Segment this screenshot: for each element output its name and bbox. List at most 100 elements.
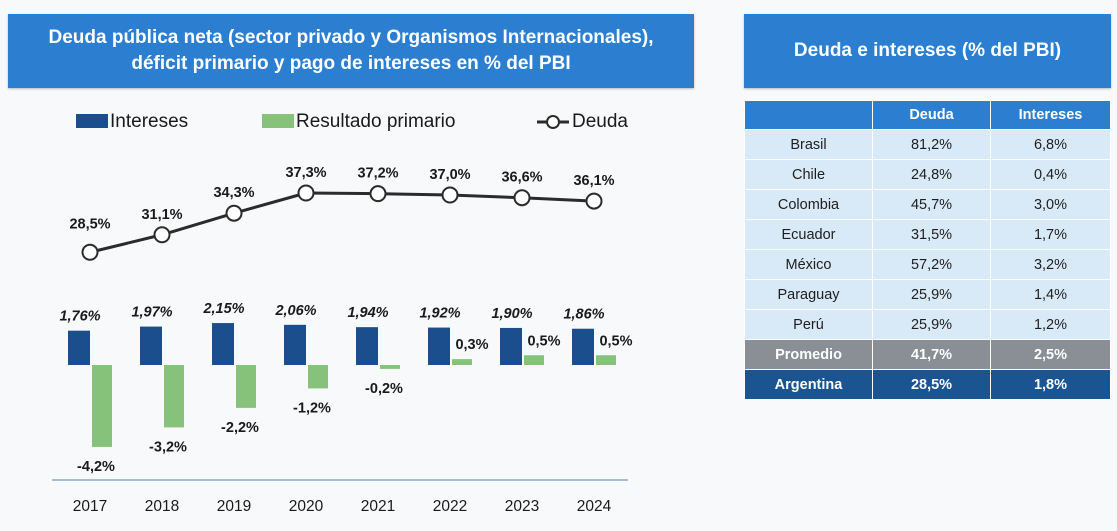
deuda-cell: 81,2% bbox=[872, 129, 991, 160]
resultado-label: -0,2% bbox=[365, 381, 403, 397]
argentina-label: Argentina bbox=[744, 369, 873, 400]
table-row: Chile 24,8% 0,4% bbox=[744, 159, 1111, 190]
resultado-label: -1,2% bbox=[293, 400, 331, 416]
resultado-bar bbox=[236, 365, 256, 408]
resultado-bar bbox=[92, 365, 112, 447]
legend-deuda-marker bbox=[546, 115, 560, 129]
country-cell: Colombia bbox=[744, 189, 873, 220]
intereses-cell: 3,2% bbox=[990, 249, 1111, 280]
resultado-label: -4,2% bbox=[77, 459, 115, 475]
intereses-bar bbox=[212, 323, 234, 365]
resultado-bar bbox=[596, 355, 616, 365]
average-label: Promedio bbox=[744, 339, 873, 370]
x-tick-label: 2024 bbox=[577, 498, 612, 515]
resultado-label: 0,3% bbox=[455, 337, 488, 353]
deuda-point bbox=[81, 243, 99, 261]
country-cell: Perú bbox=[744, 309, 873, 340]
chart-title-line-2: déficit primario y pago de intereses en … bbox=[131, 53, 571, 74]
table-row-argentina: Argentina 28,5% 1,8% bbox=[744, 369, 1111, 400]
intereses-label: 1,92% bbox=[419, 306, 460, 322]
intereses-bar bbox=[284, 324, 306, 365]
average-deuda: 41,7% bbox=[872, 339, 991, 370]
deuda-point bbox=[441, 186, 459, 204]
deuda-label: 37,0% bbox=[429, 167, 470, 183]
resultado-bar bbox=[164, 365, 184, 428]
x-tick-label: 2018 bbox=[145, 498, 179, 515]
deuda-point bbox=[153, 226, 171, 244]
resultado-bar bbox=[524, 355, 544, 365]
table-header-deuda: Deuda bbox=[872, 100, 991, 130]
intereses-bar bbox=[428, 327, 450, 365]
deuda-cell: 31,5% bbox=[872, 219, 991, 250]
table-row: Colombia 45,7% 3,0% bbox=[744, 189, 1111, 220]
chart-title-line-1: Deuda pública neta (sector privado y Org… bbox=[48, 27, 654, 48]
intereses-cell: 3,0% bbox=[990, 189, 1111, 220]
x-tick-label: 2022 bbox=[433, 498, 467, 515]
argentina-deuda: 28,5% bbox=[872, 369, 991, 400]
country-cell: Ecuador bbox=[744, 219, 873, 250]
deuda-label: 37,3% bbox=[285, 165, 326, 181]
intereses-label: 1,86% bbox=[563, 307, 604, 323]
deuda-label: 34,3% bbox=[213, 185, 254, 201]
deuda-point bbox=[369, 185, 387, 203]
table-title-banner: Deuda e intereses (% del PBI) bbox=[744, 14, 1111, 88]
resultado-label: 0,5% bbox=[527, 333, 560, 349]
x-tick-label: 2017 bbox=[73, 498, 107, 515]
legend-deuda-label: Deuda bbox=[572, 111, 628, 132]
intereses-bar bbox=[68, 330, 90, 365]
table-row-average: Promedio 41,7% 2,5% bbox=[744, 339, 1111, 370]
resultado-label: -3,2% bbox=[149, 439, 187, 455]
intereses-bar bbox=[140, 326, 162, 365]
table-title: Deuda e intereses (% del PBI) bbox=[793, 40, 1062, 61]
resultado-bar bbox=[380, 365, 400, 369]
table-row: Perú 25,9% 1,2% bbox=[744, 309, 1111, 340]
deuda-cell: 25,9% bbox=[872, 279, 991, 310]
chart-title-banner: Deuda pública neta (sector privado y Org… bbox=[8, 14, 694, 88]
intereses-label: 1,76% bbox=[59, 309, 100, 325]
debt-interest-table: Deuda Intereses Brasil 81,2% 6,8% Chile … bbox=[744, 100, 1111, 400]
intereses-cell: 6,8% bbox=[990, 129, 1111, 160]
average-intereses: 2,5% bbox=[990, 339, 1111, 370]
deuda-label: 28,5% bbox=[69, 216, 110, 232]
deuda-point bbox=[225, 204, 243, 222]
legend-resultado-label: Resultado primario bbox=[296, 111, 455, 132]
resultado-bar bbox=[452, 359, 472, 365]
table-header-country bbox=[744, 100, 873, 130]
intereses-bar bbox=[356, 327, 378, 365]
deuda-point bbox=[297, 184, 315, 202]
legend-intereses-label: Intereses bbox=[110, 111, 188, 132]
legend-resultado-swatch bbox=[262, 114, 294, 128]
argentina-intereses: 1,8% bbox=[990, 369, 1111, 400]
country-cell: México bbox=[744, 249, 873, 280]
x-tick-label: 2021 bbox=[361, 498, 395, 515]
intereses-cell: 1,7% bbox=[990, 219, 1111, 250]
table-header-intereses: Intereses bbox=[990, 100, 1111, 130]
resultado-bar bbox=[308, 365, 328, 389]
intereses-cell: 1,2% bbox=[990, 309, 1111, 340]
deuda-cell: 57,2% bbox=[872, 249, 991, 280]
country-cell: Brasil bbox=[744, 129, 873, 160]
table-header-row: Deuda Intereses bbox=[744, 100, 1111, 130]
country-cell: Paraguay bbox=[744, 279, 873, 310]
legend-intereses-swatch bbox=[76, 114, 108, 128]
deuda-cell: 45,7% bbox=[872, 189, 991, 220]
deuda-line bbox=[89, 191, 595, 254]
deuda-label: 36,6% bbox=[501, 170, 542, 186]
deuda-point bbox=[513, 189, 531, 207]
deuda-label: 36,1% bbox=[573, 173, 614, 189]
intereses-label: 1,94% bbox=[347, 305, 388, 321]
table-row: Brasil 81,2% 6,8% bbox=[744, 129, 1111, 160]
intereses-cell: 0,4% bbox=[990, 159, 1111, 190]
country-cell: Chile bbox=[744, 159, 873, 190]
intereses-label: 1,97% bbox=[131, 305, 172, 321]
resultado-label: 0,5% bbox=[599, 333, 632, 349]
deuda-point bbox=[585, 192, 603, 210]
intereses-label: 2,06% bbox=[274, 303, 316, 319]
x-tick-label: 2020 bbox=[289, 498, 324, 515]
table-row: Paraguay 25,9% 1,4% bbox=[744, 279, 1111, 310]
intereses-bar bbox=[572, 328, 594, 365]
debt-chart: Intereses Resultado primario Deuda 28,5% 31,… bbox=[52, 111, 633, 515]
intereses-label: 1,90% bbox=[491, 306, 532, 322]
deuda-cell: 24,8% bbox=[872, 159, 991, 190]
x-tick-label: 2019 bbox=[217, 498, 251, 515]
